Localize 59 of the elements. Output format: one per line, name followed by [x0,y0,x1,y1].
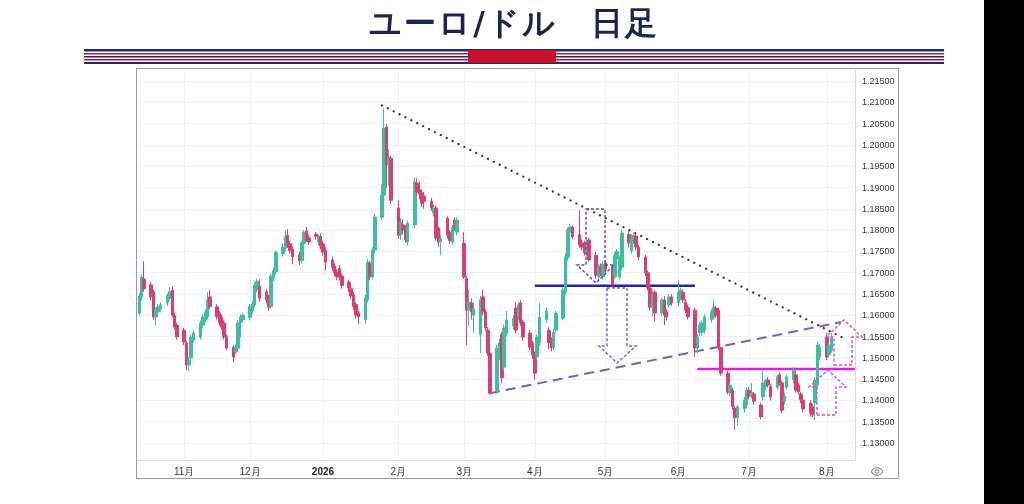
candlestick [785,374,788,391]
y-tick-label: 1.17500 [862,246,895,257]
candlestick [578,209,581,249]
candlestick [305,226,308,243]
chart-title: ユーロ/ドル 日足 [369,4,659,42]
candlestick [168,286,172,302]
x-tick-label: 11月 [173,465,195,477]
y-tick-label: 1.15500 [862,331,895,342]
y-tick-label: 1.21500 [862,76,895,87]
y-tick-label: 1.19500 [862,161,895,172]
candlestick [759,402,763,421]
candlestick [736,404,739,427]
candlestick [693,307,697,358]
candlestick [314,231,318,240]
y-tick-label: 1.13500 [862,416,895,427]
candlestick [752,391,756,406]
y-tick-label: 1.14000 [862,395,895,406]
candlestick [830,332,833,354]
y-tick-label: 1.21000 [862,97,895,108]
candlestick [677,279,680,307]
candlestick [783,392,786,406]
candlestick [385,123,388,189]
y-tick-label: 1.18000 [862,225,895,236]
candlestick [479,295,482,354]
y-tick-label: 1.13000 [862,437,895,448]
candlestick [750,382,753,399]
y-tick-label: 1.19000 [862,182,895,193]
candlestick [571,224,574,240]
candlestick [142,260,146,293]
y-tick-label: 1.15000 [862,352,895,363]
y-tick-label: 1.16000 [862,310,895,321]
x-tick-label: 2026 [311,465,335,477]
x-tick-label: 2月 [390,465,407,477]
candlestick [703,313,706,334]
candlestick [747,386,751,401]
y-tick-label: 1.20500 [862,118,895,129]
x-tick-label: 12月 [239,465,261,477]
candlestick [159,301,162,313]
x-tick-label: 5月 [597,465,614,477]
x-tick-label: 6月 [670,465,687,477]
candlestick [232,344,235,363]
candlestick [291,245,294,265]
candlestick [208,289,212,310]
y-tick-label: 1.20000 [862,139,895,150]
x-tick-label: 4月 [527,465,543,477]
candlestick [670,293,673,307]
y-tick-label: 1.17000 [862,267,895,278]
candlestick [446,215,449,240]
candlestick [258,278,261,303]
y-tick-label: 1.16500 [862,288,895,299]
candlestick [545,307,548,324]
y-tick-label: 1.14500 [862,374,895,385]
candlestick [248,303,252,321]
x-tick-label: 3月 [456,465,472,477]
x-tick-label: 7月 [741,465,757,477]
x-tick-label: 8月 [818,465,835,477]
candlestick [594,251,598,280]
candlestick [627,230,631,248]
y-tick-label: 1.18500 [862,203,895,214]
